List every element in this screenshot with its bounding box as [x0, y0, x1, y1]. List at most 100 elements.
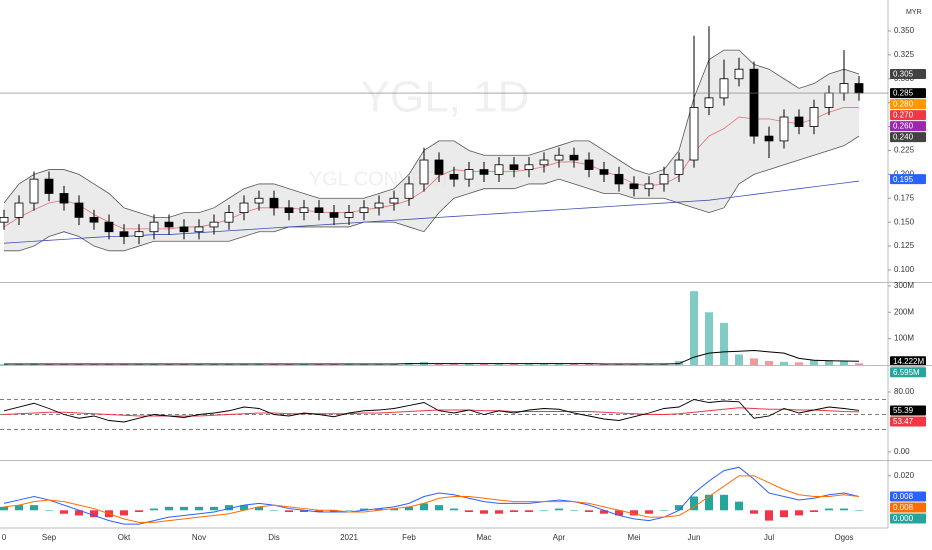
histogram-bar: [600, 510, 608, 514]
price-tag: [890, 416, 926, 427]
histogram-bar: [510, 510, 518, 513]
histogram-bar: [690, 496, 698, 511]
candle-body: [134, 231, 144, 237]
band-fill: [4, 50, 859, 251]
volume-bar: [705, 312, 713, 365]
histogram-bar: [465, 510, 473, 513]
histogram-bar: [480, 510, 488, 514]
candle-body: [599, 169, 609, 175]
currency: MYR: [906, 9, 922, 16]
volume-bar: [720, 322, 728, 365]
candle-body: [494, 164, 504, 175]
histogram-bar: [795, 510, 803, 516]
volume-ma: [4, 349, 860, 365]
candle-body: [209, 221, 219, 228]
histogram-bar: [165, 506, 173, 511]
x-tick-label: Apr: [553, 533, 566, 542]
volume-bar: [525, 363, 533, 365]
volume-bar: [210, 364, 218, 365]
histogram-bar: [390, 508, 398, 511]
y-tick-label: 100M: [894, 334, 914, 343]
candle-body: [59, 193, 69, 204]
histogram-bar: [255, 506, 263, 511]
candle-body: [119, 231, 129, 237]
price-tag: [890, 502, 926, 513]
x-tick-label: Jun: [688, 533, 701, 542]
candle-body: [329, 212, 339, 218]
histogram-bar: [60, 510, 68, 514]
y-tick-label: 300M: [894, 281, 914, 290]
histogram-bar: [90, 510, 98, 518]
y-tick-label: 0.100: [894, 265, 915, 274]
histogram-bar: [630, 510, 638, 516]
volume-bar: [795, 362, 803, 365]
x-tick-label: 0: [2, 533, 7, 542]
watermark-title: YGL, 1D: [361, 73, 530, 122]
y-tick-label: 80.00: [894, 387, 915, 396]
candle-body: [824, 92, 834, 108]
price-tag-label: 55.39: [893, 406, 914, 415]
volume-bar: [465, 363, 473, 365]
candle-body: [239, 202, 249, 213]
volume-bar: [810, 359, 818, 365]
volume-bar: [765, 361, 773, 365]
volume-bar: [555, 363, 563, 365]
candle-body: [749, 68, 759, 137]
price-tag-label: 0.008: [893, 492, 914, 501]
histogram-bar: [615, 510, 623, 516]
histogram-bar: [705, 494, 713, 511]
candle-body: [74, 202, 84, 218]
candle-body: [689, 107, 699, 161]
histogram-bar: [405, 506, 413, 511]
candle-body: [719, 78, 729, 99]
histogram-bar: [555, 508, 563, 511]
volume-bar: [255, 363, 263, 365]
price-tag-label: 0.008: [893, 503, 914, 512]
histogram-bar: [750, 510, 758, 514]
volume-bar: [60, 364, 68, 365]
price-tag: [890, 132, 926, 143]
volume-bar: [0, 364, 8, 365]
histogram-bar: [840, 508, 848, 511]
volume-bar: [165, 364, 173, 365]
volume-bar: [105, 364, 113, 365]
volume-bar: [585, 363, 593, 365]
volume-bar: [375, 363, 383, 365]
volume-bar: [330, 364, 338, 365]
volume-bar: [570, 363, 578, 365]
candle-body: [269, 197, 279, 209]
candle-body: [644, 183, 654, 190]
volume-bar: [675, 361, 683, 365]
volume-bar: [450, 363, 458, 365]
volume-bar: [840, 361, 848, 365]
volume-bar: [135, 364, 143, 365]
x-tick-label: Jul: [764, 533, 774, 542]
price-tag-label: 0.285: [893, 89, 914, 98]
histogram-bar: [45, 510, 53, 511]
histogram-bar: [675, 505, 683, 511]
histogram-bar: [735, 501, 743, 511]
volume-bar: [510, 363, 518, 365]
price-tag: [890, 99, 926, 110]
candle-body: [479, 169, 489, 175]
candle-body: [449, 173, 459, 180]
rsi-line: [3, 399, 860, 423]
volume-bar: [750, 358, 758, 365]
x-tick-label: Ogos: [834, 533, 853, 542]
price-tag-label: 0.195: [893, 175, 914, 184]
histogram-bar: [0, 506, 8, 511]
indicator-line: [3, 180, 860, 244]
histogram-bar: [285, 510, 293, 513]
x-tick-label: Nov: [192, 533, 206, 542]
candle-body: [299, 207, 309, 213]
price-tag: [890, 68, 926, 79]
histogram-bar: [360, 508, 368, 511]
candle-body: [179, 226, 189, 233]
price-tag-label: 0.270: [893, 111, 914, 120]
histogram-bar: [525, 510, 533, 513]
candle-body: [659, 173, 669, 185]
candle-body: [44, 178, 54, 194]
price-tag: [890, 405, 926, 416]
y-tick-label: 200M: [894, 307, 914, 316]
histogram-bar: [270, 510, 278, 511]
